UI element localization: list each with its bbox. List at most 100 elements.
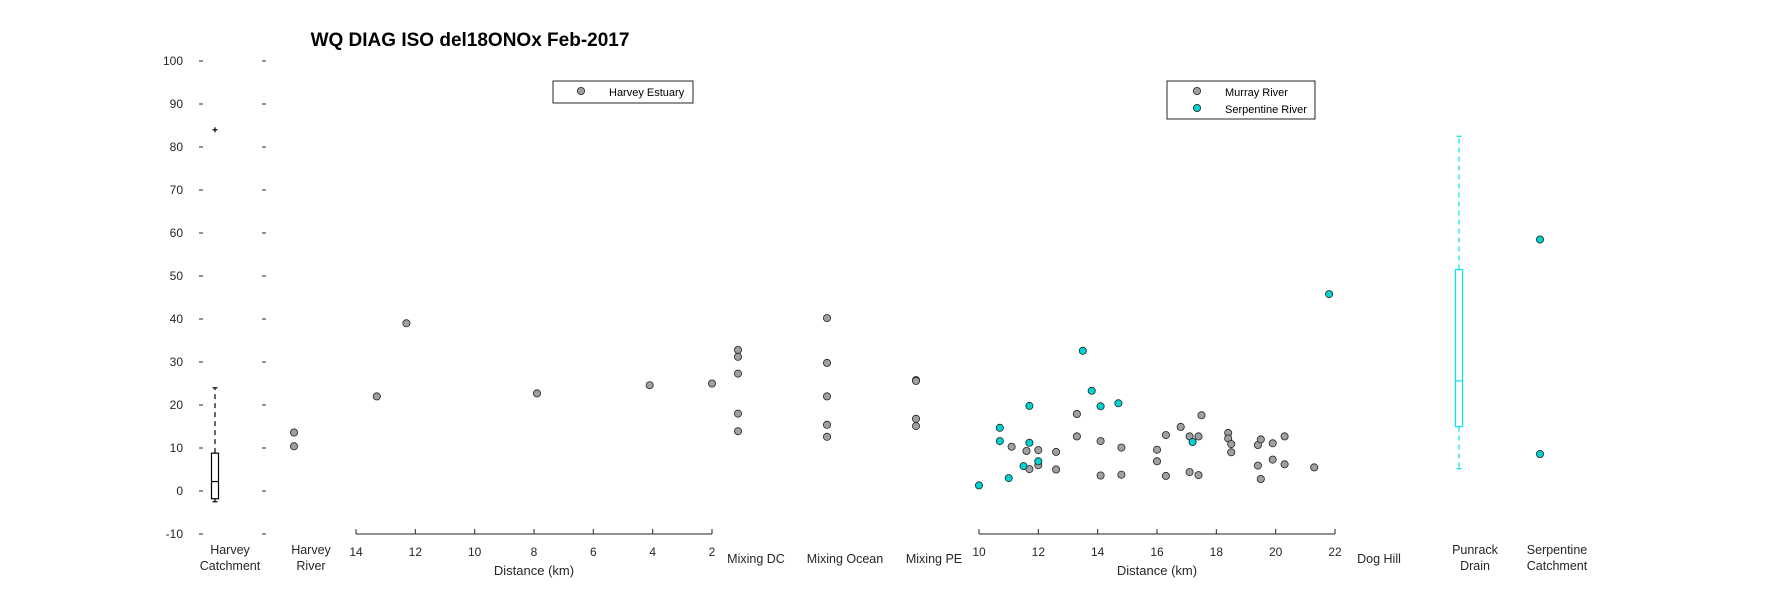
murray-river-point-22 [1197, 411, 1206, 420]
mixing-dc-point-0 [734, 345, 743, 354]
mixing-dc-point-4 [734, 427, 743, 436]
harvey-estuary-point-2 [533, 389, 542, 398]
y-tick-label-7: 60 [170, 226, 184, 240]
murray-x-tick-label-0: 10 [972, 545, 986, 559]
murray-river-point-34 [1280, 460, 1289, 469]
serpentine-river-point-6 [1025, 438, 1034, 447]
murray-x-tick-label-6: 22 [1328, 545, 1342, 559]
harvey-river-point-0 [289, 428, 298, 437]
harvey-catchment-box [210, 452, 220, 500]
serpentine-river-point-1 [995, 423, 1004, 432]
harvey-estuary-x-tick-label-6: 2 [709, 545, 716, 559]
harvey-estuary-x-tick-label-0: 14 [349, 545, 363, 559]
serpentine-catchment-point-1 [1536, 449, 1545, 458]
murray-river-legend-label: Murray River [1225, 87, 1288, 99]
murray-river-point-21 [1194, 471, 1203, 480]
plot-layer: -10 0 10 20 30 40 50 60 70 80 90 100 Harvey Catchment… [163, 54, 1588, 578]
serpentine-river-point-2 [995, 437, 1004, 446]
murray-river-point-10 [1096, 471, 1105, 480]
mixing-pe-point-2 [912, 414, 921, 423]
murray-river-point-13 [1153, 445, 1162, 454]
murray-river-point-20 [1194, 432, 1203, 441]
murray-x-tick-label-3: 16 [1150, 545, 1164, 559]
serpentine-river-legend-label: Serpentine River [1225, 104, 1307, 116]
harvey-estuary-x-tick-label-5: 4 [649, 545, 656, 559]
serpentine-river-point-7 [1034, 457, 1043, 466]
murray-river-point-15 [1161, 431, 1170, 440]
y-tick-label-11: 100 [163, 54, 183, 68]
harvey-catchment-label-line-2: Catchment [200, 559, 261, 573]
serpentine-river-point-4 [1019, 462, 1028, 471]
murray-river-point-32 [1268, 455, 1277, 464]
murray-river-point-7 [1072, 409, 1081, 418]
murray-river-point-33 [1280, 432, 1289, 441]
harvey-estuary-legend-box [552, 80, 694, 104]
harvey-estuary-x-tick-label-2: 10 [468, 545, 482, 559]
harvey-estuary-legend-label: Harvey Estuary [609, 87, 685, 99]
serpentine-river-point-9 [1087, 386, 1096, 395]
mixing-ocean-point-1 [823, 358, 832, 367]
murray-x-label: Distance (km) [1117, 563, 1197, 578]
murray-x-tick-label-5: 20 [1269, 545, 1283, 559]
murray-river-point-3 [1034, 446, 1043, 455]
harvey-estuary-point-1 [402, 319, 411, 328]
y-tick-label-2: 10 [170, 441, 184, 455]
murray-river-point-5 [1052, 447, 1061, 456]
y-tick-label-3: 20 [170, 398, 184, 412]
mixing-ocean-point-0 [823, 314, 832, 323]
mixing-dc-label: Mixing DC [727, 552, 785, 566]
y-tick-label-6: 50 [170, 269, 184, 283]
murray-river-point-9 [1096, 437, 1105, 446]
mixing-ocean-label: Mixing Ocean [807, 552, 883, 566]
murray-river-point-19 [1185, 468, 1194, 477]
harvey-estuary-point-3 [645, 381, 654, 390]
serpentine-river-point-8 [1078, 346, 1087, 355]
harvey-estuary-x-tick-label-4: 6 [590, 545, 597, 559]
mixing-dc-point-2 [734, 369, 743, 378]
murray-river-point-14 [1153, 457, 1162, 466]
murray-river-point-29 [1256, 435, 1265, 444]
murray-river-point-6 [1052, 465, 1061, 474]
harvey-river-point-1 [289, 442, 298, 451]
y-tick-label-0: -10 [166, 527, 184, 541]
serpentine-river-legend-marker [1193, 104, 1202, 113]
mixing-ocean-point-4 [823, 432, 832, 441]
murray-legend-box [1166, 80, 1316, 120]
mixing-pe-point-3 [912, 422, 921, 431]
serpentine-catchment-label-line-1: Serpentine [1527, 543, 1588, 557]
serpentine-river-point-10 [1096, 402, 1105, 411]
mixing-ocean-point-2 [823, 392, 832, 401]
serpentine-river-point-12 [1188, 437, 1197, 446]
y-tick-label-5: 40 [170, 312, 184, 326]
serpentine-river-point-13 [1325, 290, 1334, 299]
harvey-river-label-line-2: River [296, 559, 325, 573]
punrack-drain-label-line-2: Drain [1460, 559, 1490, 573]
serpentine-river-point-5 [1025, 401, 1034, 410]
serpentine-catchment-label-line-2: Catchment [1527, 559, 1588, 573]
murray-river-point-17 [1176, 422, 1185, 431]
murray-river-point-16 [1161, 471, 1170, 480]
murray-river-point-0 [1007, 442, 1016, 451]
murray-x-tick-label-2: 14 [1091, 545, 1105, 559]
y-tick-label-1: 0 [176, 484, 183, 498]
murray-river-point-1 [1022, 446, 1031, 455]
murray-x-tick-label-4: 18 [1210, 545, 1224, 559]
serpentine-river-point-3 [1004, 474, 1013, 483]
mixing-pe-point-1 [912, 376, 921, 385]
murray-river-point-30 [1256, 474, 1265, 483]
harvey-estuary-point-0 [372, 392, 381, 401]
punrack-drain-box [1454, 268, 1464, 428]
harvey-estuary-x-tick-label-3: 8 [531, 545, 538, 559]
murray-river-point-12 [1117, 470, 1126, 479]
dog-hill-label: Dog Hill [1357, 552, 1401, 566]
mixing-dc-point-1 [734, 352, 743, 361]
harvey-river-label-line-1: Harvey [291, 543, 331, 557]
murray-river-point-25 [1227, 440, 1236, 449]
punrack-drain-label-line-1: Punrack [1452, 543, 1499, 557]
chart-title: WQ DIAG ISO del18ONOx Feb-2017 [311, 30, 630, 51]
serpentine-river-point-11 [1114, 399, 1123, 408]
harvey-estuary-x-tick-label-1: 12 [409, 545, 423, 559]
murray-river-point-26 [1227, 448, 1236, 457]
harvey-estuary-point-4 [708, 379, 717, 388]
